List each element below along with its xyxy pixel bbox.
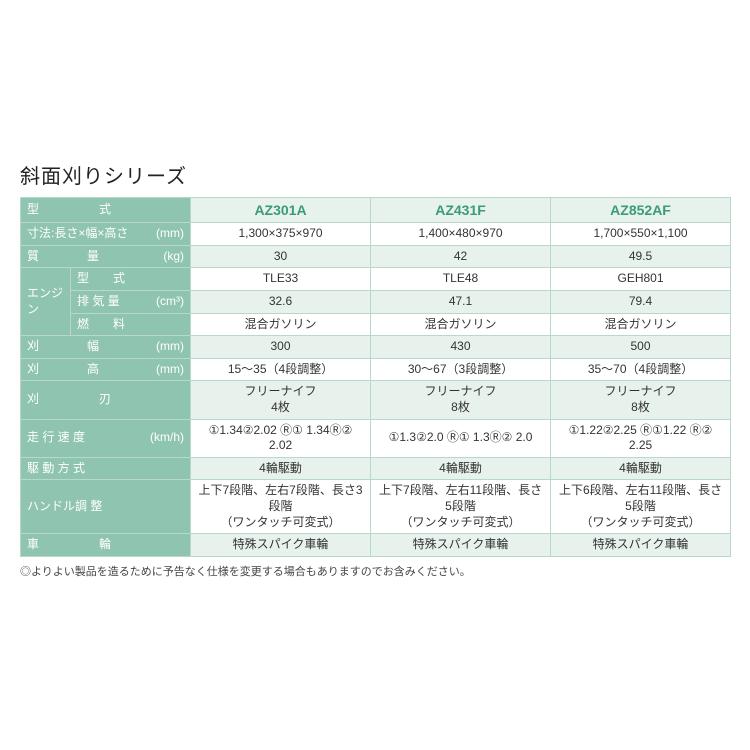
- cell: 35～70（4段調整）: [551, 358, 731, 381]
- cell: 30: [191, 245, 371, 268]
- table-row: 質 量(kg) 30 42 49.5: [21, 245, 731, 268]
- cell: 混合ガソリン: [371, 313, 551, 336]
- table-row: 燃 料 混合ガソリン 混合ガソリン 混合ガソリン: [21, 313, 731, 336]
- cell: 30～67（3段調整）: [371, 358, 551, 381]
- cell: フリーナイフ4枚: [191, 381, 371, 419]
- cell: 79.4: [551, 290, 731, 313]
- cell: 47.1: [371, 290, 551, 313]
- cell: 上下7段階、左右7段階、長さ3段階（ワンタッチ可変式）: [191, 480, 371, 534]
- cell: 430: [371, 336, 551, 359]
- cell: TLE33: [191, 268, 371, 291]
- table-row: 走 行 速 度(km/h) ①1.34②2.02 Ⓡ① 1.34Ⓡ② 2.02 …: [21, 419, 731, 457]
- cell: 1,400×480×970: [371, 223, 551, 246]
- table-row: 刈 高(mm) 15～35（4段調整） 30～67（3段調整） 35～70（4段…: [21, 358, 731, 381]
- cell: ①1.34②2.02 Ⓡ① 1.34Ⓡ② 2.02: [191, 419, 371, 457]
- table-row: 刈 刃 フリーナイフ4枚 フリーナイフ8枚 フリーナイフ8枚: [21, 381, 731, 419]
- cell: 1,300×375×970: [191, 223, 371, 246]
- label-model: 型 式: [21, 198, 191, 223]
- cell: 4輪駆動: [191, 457, 371, 480]
- label-engine-model: 型 式: [71, 268, 191, 291]
- cell: 15～35（4段調整）: [191, 358, 371, 381]
- label-wheel: 車 輪: [21, 534, 191, 557]
- cell: フリーナイフ8枚: [551, 381, 731, 419]
- model-col-2: AZ852AF: [551, 198, 731, 223]
- cell: 上下6段階、左右11段階、長さ5段階（ワンタッチ可変式）: [551, 480, 731, 534]
- label-cut-width: 刈 幅(mm): [21, 336, 191, 359]
- cell: 特殊スパイク車輪: [551, 534, 731, 557]
- cell: 特殊スパイク車輪: [191, 534, 371, 557]
- cell: 500: [551, 336, 731, 359]
- table-row: ハンドル調 整 上下7段階、左右7段階、長さ3段階（ワンタッチ可変式） 上下7段…: [21, 480, 731, 534]
- label-speed: 走 行 速 度(km/h): [21, 419, 191, 457]
- cell: 1,700×550×1,100: [551, 223, 731, 246]
- cell: フリーナイフ8枚: [371, 381, 551, 419]
- label-blade: 刈 刃: [21, 381, 191, 419]
- model-col-1: AZ431F: [371, 198, 551, 223]
- spec-table: 型 式 AZ301A AZ431F AZ852AF 寸法:長さ×幅×高さ(mm)…: [20, 197, 731, 557]
- cell: 32.6: [191, 290, 371, 313]
- cell: ①1.3②2.0 Ⓡ① 1.3Ⓡ② 2.0: [371, 419, 551, 457]
- label-handle: ハンドル調 整: [21, 480, 191, 534]
- cell: 49.5: [551, 245, 731, 268]
- label-drive: 駆 動 方 式: [21, 457, 191, 480]
- table-row: 型 式 AZ301A AZ431F AZ852AF: [21, 198, 731, 223]
- cell: TLE48: [371, 268, 551, 291]
- footnote: ◎よりよい製品を造るために予告なく仕様を変更する場合もありますのでお含みください…: [20, 563, 730, 579]
- table-row: 駆 動 方 式 4輪駆動 4輪駆動 4輪駆動: [21, 457, 731, 480]
- label-fuel: 燃 料: [71, 313, 191, 336]
- model-col-0: AZ301A: [191, 198, 371, 223]
- cell: 特殊スパイク車輪: [371, 534, 551, 557]
- table-row: 車 輪 特殊スパイク車輪 特殊スパイク車輪 特殊スパイク車輪: [21, 534, 731, 557]
- cell: 300: [191, 336, 371, 359]
- cell: 42: [371, 245, 551, 268]
- table-row: 排 気 量(cm³) 32.6 47.1 79.4: [21, 290, 731, 313]
- table-row: 寸法:長さ×幅×高さ(mm) 1,300×375×970 1,400×480×9…: [21, 223, 731, 246]
- label-displacement: 排 気 量(cm³): [71, 290, 191, 313]
- cell: 4輪駆動: [371, 457, 551, 480]
- cell: ①1.22②2.25 Ⓡ①1.22 Ⓡ② 2.25: [551, 419, 731, 457]
- cell: 4輪駆動: [551, 457, 731, 480]
- cell: 混合ガソリン: [191, 313, 371, 336]
- label-dimensions: 寸法:長さ×幅×高さ(mm): [21, 223, 191, 246]
- series-title: 斜面刈りシリーズ: [20, 160, 730, 189]
- label-cut-height: 刈 高(mm): [21, 358, 191, 381]
- label-weight: 質 量(kg): [21, 245, 191, 268]
- cell: 上下7段階、左右11段階、長さ5段階（ワンタッチ可変式）: [371, 480, 551, 534]
- cell: 混合ガソリン: [551, 313, 731, 336]
- label-engine: エンジン: [21, 268, 71, 336]
- table-row: 刈 幅(mm) 300 430 500: [21, 336, 731, 359]
- table-row: エンジン 型 式 TLE33 TLE48 GEH801: [21, 268, 731, 291]
- cell: GEH801: [551, 268, 731, 291]
